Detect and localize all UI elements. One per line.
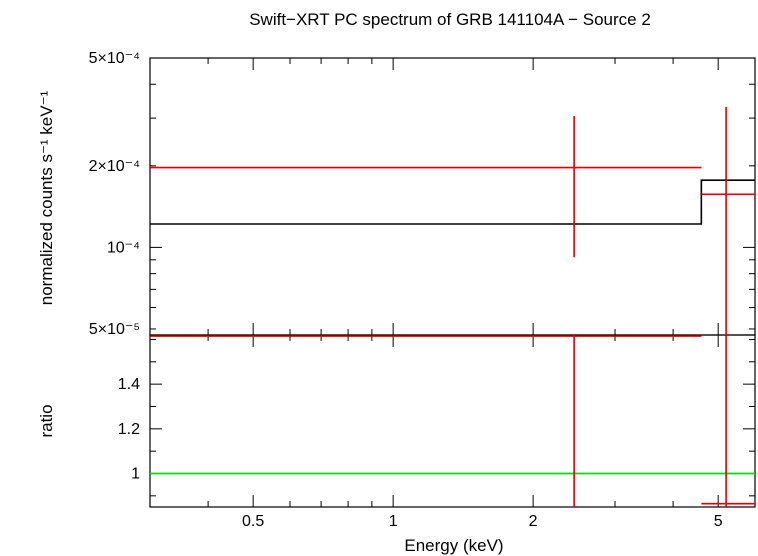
x-tick-label: 1: [389, 513, 398, 530]
ratio-y-tick-label: 1: [131, 465, 140, 482]
plot-layer: 0.5 1 2 5 5×10⁻⁴ 2×10⁻⁴ 10⁻⁴ 5×10⁻⁵ 1 1.2 1.4: [89, 50, 756, 530]
ratio-plot-frame: [149, 334, 756, 508]
chart-title: Swift−XRT PC spectrum of GRB 141104A − S…: [249, 10, 651, 29]
ratio-y-axis-label: ratio: [37, 404, 56, 437]
ratio-y-tick-label: 1.2: [118, 421, 140, 438]
model-step-line: [150, 179, 755, 225]
x-tick-label: 0.5: [242, 513, 264, 530]
x-axis-label: Energy (keV): [404, 536, 503, 555]
spectrum-y-tick-label: 10⁻⁴: [107, 239, 140, 256]
spectrum-y-tick-label: 2×10⁻⁴: [89, 158, 140, 175]
x-tick-label: 2: [529, 513, 538, 530]
spectrum-y-tick-label: 5×10⁻⁴: [89, 50, 140, 67]
spectrum-y-tick-label: 5×10⁻⁵: [89, 321, 140, 338]
ratio-y-tick-label: 1.4: [118, 376, 140, 393]
spectrum-y-axis-label: normalized counts s⁻¹ keV⁻¹: [37, 90, 56, 305]
x-tick-label: 5: [714, 513, 723, 530]
